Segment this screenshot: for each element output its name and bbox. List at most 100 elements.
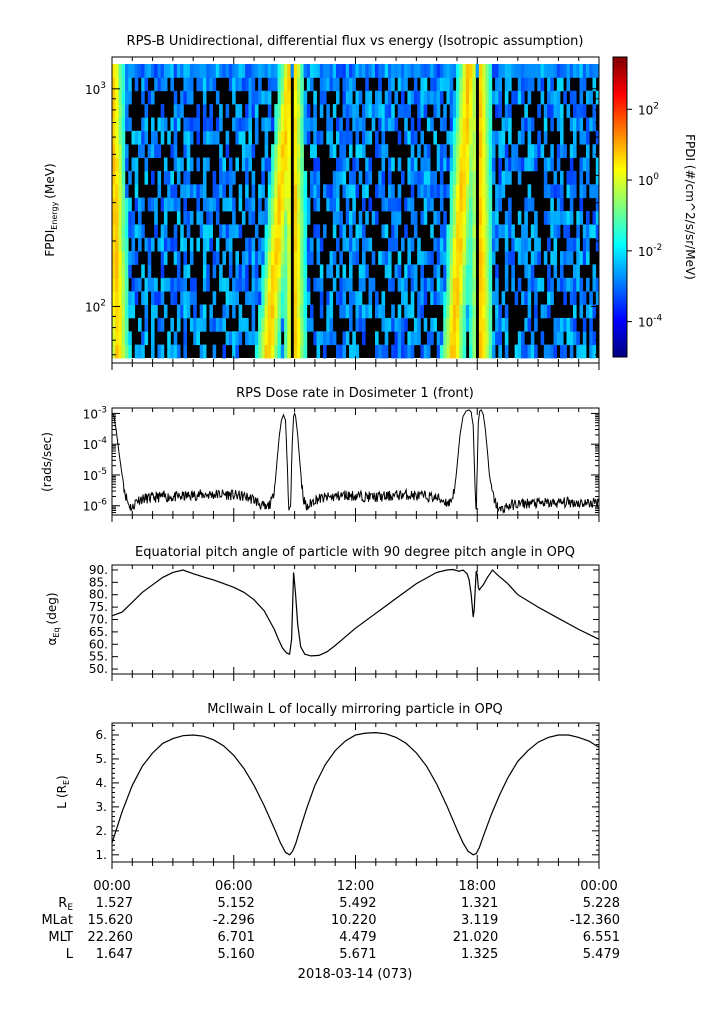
spectrogram-cell bbox=[534, 304, 538, 319]
spectrogram-cell bbox=[504, 144, 509, 158]
spectrogram-cell bbox=[258, 184, 262, 199]
spectrogram-cell bbox=[482, 64, 486, 78]
spectrogram-cell bbox=[112, 157, 116, 172]
spectrogram-cell bbox=[277, 130, 282, 145]
spectrogram-cell bbox=[228, 264, 233, 279]
spectrogram-cell bbox=[556, 157, 561, 172]
spectrogram-cell bbox=[329, 317, 334, 332]
spectrogram-cell bbox=[579, 104, 584, 118]
spectrogram-cell bbox=[381, 117, 386, 132]
spectrogram-cell bbox=[430, 291, 434, 305]
spectrogram-cell bbox=[508, 197, 512, 212]
spectrogram-cell bbox=[342, 77, 347, 92]
spectrogram-cell bbox=[319, 64, 324, 78]
spectrogram-cell bbox=[537, 144, 541, 158]
spectrogram-cell bbox=[212, 170, 217, 185]
spectrogram-cell bbox=[134, 64, 139, 78]
spectrogram-cell bbox=[436, 291, 441, 305]
spectrogram-cell bbox=[527, 157, 532, 172]
spectrogram-cell bbox=[163, 251, 168, 265]
spectrogram-cell bbox=[504, 157, 509, 172]
spectrogram-cell bbox=[459, 157, 463, 172]
spectrogram-cell bbox=[358, 144, 363, 158]
spectrogram-cell bbox=[365, 184, 369, 199]
spectrogram-cell bbox=[482, 344, 486, 359]
spectrogram-cell bbox=[267, 157, 272, 172]
spectrogram-cell bbox=[449, 77, 454, 92]
spectrogram-cell bbox=[209, 197, 213, 212]
spectrogram-cell bbox=[293, 317, 298, 332]
spectrogram-cell bbox=[397, 344, 402, 359]
spectrogram-cell bbox=[215, 211, 220, 225]
spectrogram-cell bbox=[371, 64, 376, 78]
spectrogram-cell bbox=[196, 130, 200, 145]
spectrogram-cell bbox=[384, 251, 389, 265]
spectrogram-cell bbox=[397, 184, 402, 199]
spectrogram-cell bbox=[439, 170, 444, 185]
spectrogram-cell bbox=[407, 157, 411, 172]
spectrogram-cell bbox=[125, 331, 129, 346]
spectrogram-cell bbox=[121, 144, 126, 158]
spectrogram-cell bbox=[388, 90, 392, 105]
spectrogram-cell bbox=[342, 277, 347, 292]
spectrogram-cell bbox=[238, 64, 243, 78]
spectrogram-cell bbox=[456, 304, 460, 319]
spectrogram-cell bbox=[478, 77, 483, 92]
pitch-angle-panel: Equatorial pitch angle of particle with … bbox=[45, 545, 600, 681]
spectrogram-cell bbox=[326, 64, 330, 78]
spectrogram-cell bbox=[365, 64, 369, 78]
spectrogram-cell bbox=[264, 291, 269, 305]
ephemeris-value: 15.620 bbox=[88, 913, 134, 928]
ephemeris-value: 5.492 bbox=[339, 896, 376, 911]
spectrogram-cell bbox=[430, 251, 434, 265]
spectrogram-cell bbox=[147, 277, 152, 292]
spectrogram-cell bbox=[407, 264, 411, 279]
spectrogram-cell bbox=[521, 77, 525, 92]
y-tick-label: 5. bbox=[96, 752, 107, 766]
spectrogram-cell bbox=[138, 237, 142, 252]
panel1-title: RPS-B Unidirectional, differential flux … bbox=[127, 34, 584, 49]
spectrogram-cell bbox=[459, 251, 463, 265]
spectrogram-cell bbox=[267, 64, 272, 78]
spectrogram-cell bbox=[115, 304, 119, 319]
spectrogram-cell bbox=[248, 117, 252, 132]
spectrogram-cell bbox=[355, 237, 360, 252]
spectrogram-cell bbox=[355, 130, 360, 145]
spectrogram-cell bbox=[452, 304, 457, 319]
spectrogram-cell bbox=[147, 90, 152, 105]
ephemeris-row-label: L bbox=[66, 947, 74, 962]
spectrogram-cell bbox=[495, 211, 499, 225]
spectrogram-cell bbox=[258, 197, 262, 212]
spectrogram-cell bbox=[592, 277, 597, 292]
spectrogram-cell bbox=[563, 211, 567, 225]
spectrogram-cell bbox=[381, 304, 386, 319]
spectrogram-cell bbox=[134, 277, 139, 292]
spectrogram-cell bbox=[232, 77, 236, 92]
spectrogram-cell bbox=[251, 144, 256, 158]
spectrogram-cell bbox=[569, 64, 574, 78]
spectrogram-cell bbox=[524, 211, 528, 225]
spectrogram-cell bbox=[280, 224, 285, 239]
spectrogram-cell bbox=[358, 64, 363, 78]
spectrogram-cell bbox=[202, 90, 207, 105]
spectrogram-cell bbox=[426, 251, 431, 265]
spectrogram-cell bbox=[449, 317, 454, 332]
spectrogram-cell bbox=[112, 64, 116, 78]
spectrogram-cell bbox=[293, 90, 298, 105]
spectrogram-cell bbox=[121, 251, 126, 265]
spectrogram-cell bbox=[173, 157, 178, 172]
spectrogram-cell bbox=[199, 224, 204, 239]
spectrogram-cell bbox=[293, 211, 298, 225]
spectrogram-cell bbox=[550, 64, 554, 78]
spectrogram-cell bbox=[297, 224, 301, 239]
spectrogram-cell bbox=[469, 237, 473, 252]
spectrogram-cell bbox=[446, 317, 450, 332]
spectrogram-cell bbox=[313, 157, 317, 172]
spectrogram-cell bbox=[355, 344, 360, 359]
spectrogram-cell bbox=[280, 157, 285, 172]
spectrogram-cell bbox=[138, 317, 142, 332]
spectrogram-cell bbox=[482, 331, 486, 346]
spectrogram-cell bbox=[339, 291, 343, 305]
spectrogram-cell bbox=[342, 104, 347, 118]
spectrogram-cell bbox=[118, 277, 123, 292]
